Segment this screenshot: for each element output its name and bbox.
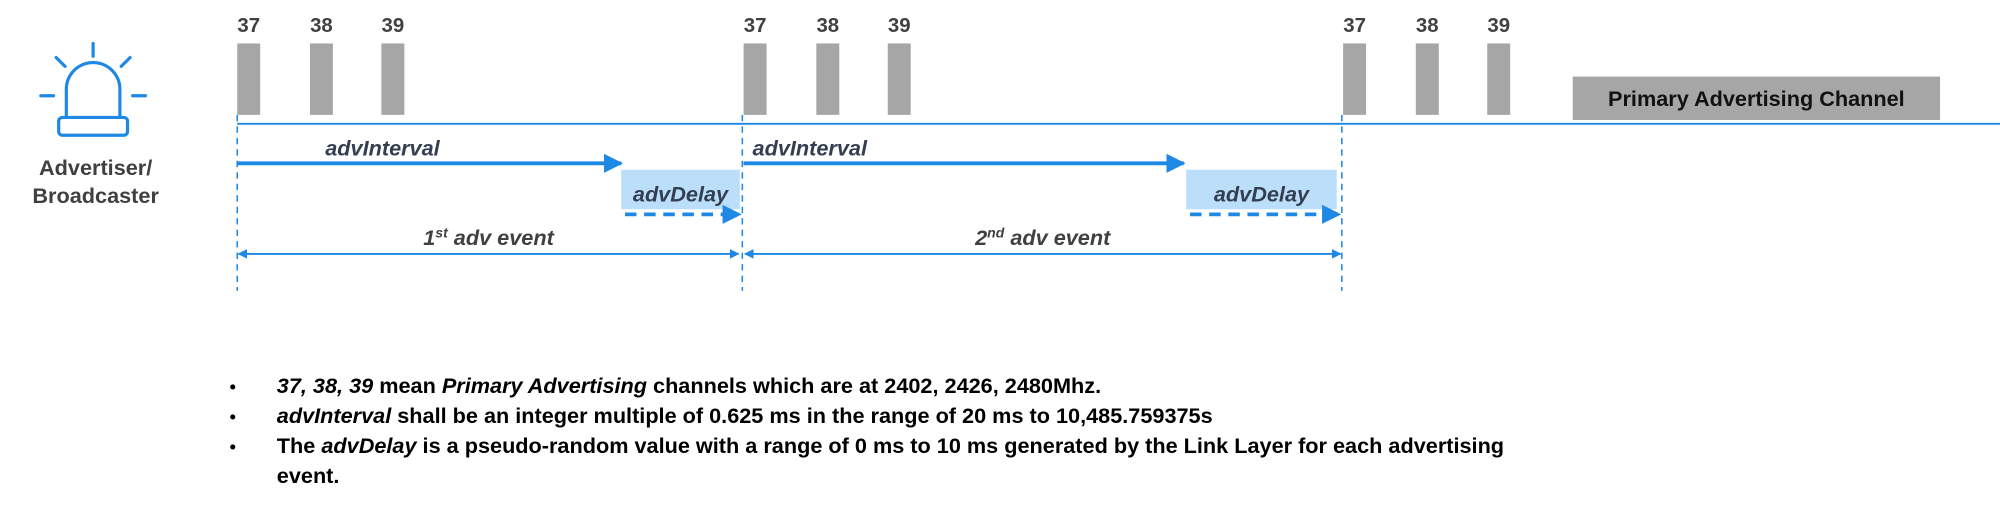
bullet-dot: • xyxy=(230,377,236,397)
event-number: 1 xyxy=(423,225,435,250)
primary-channel-box xyxy=(1572,76,1941,120)
channel-number: 37 xyxy=(744,15,767,37)
event-suffix: nd xyxy=(987,224,1005,240)
bullet-segment: channels which are at 2402, 2426, 2480Mh… xyxy=(647,373,1101,398)
channel-box xyxy=(1343,43,1367,115)
bullet-segment: event. xyxy=(277,463,340,488)
bullet-segment: The xyxy=(277,433,322,458)
advertiser-icon xyxy=(39,41,148,137)
channel-number: 38 xyxy=(1416,15,1439,37)
primary-channel-label: Primary Advertising Channel xyxy=(1608,86,1905,111)
bullet-dot: • xyxy=(230,437,236,457)
bullet-text: 37, 38, 39 mean Primary Advertising chan… xyxy=(277,373,1101,398)
channel-number: 38 xyxy=(310,15,333,37)
channel-number: 39 xyxy=(382,15,405,37)
channel-box xyxy=(816,43,840,115)
bullet-text: event. xyxy=(277,463,340,488)
channel-box xyxy=(743,43,767,115)
bullet-segment: is a pseudo-random value with a range of… xyxy=(417,433,1505,458)
adv-event-label: 1st adv event xyxy=(423,224,554,250)
channel-box xyxy=(381,43,405,115)
channel-box xyxy=(1415,43,1439,115)
advertiser-label: Advertiser/ xyxy=(39,155,152,180)
bullet-text: The advDelay is a pseudo-random value wi… xyxy=(277,433,1504,458)
event-number: 2 xyxy=(974,225,987,250)
bullet-text: advInterval shall be an integer multiple… xyxy=(277,403,1213,428)
bullet-segment: mean xyxy=(373,373,442,398)
channel-box xyxy=(237,43,261,115)
channel-number: 37 xyxy=(237,15,260,37)
adv-delay-box xyxy=(1186,169,1337,210)
channel-number: 39 xyxy=(1487,15,1510,37)
bullet-segment: shall be an integer multiple of 0.625 ms… xyxy=(391,403,1212,428)
adv-interval-label: advInterval xyxy=(325,136,440,161)
channel-number: 37 xyxy=(1343,15,1366,37)
advertiser-label: Broadcaster xyxy=(32,183,159,208)
adv-delay-label: advDelay xyxy=(633,182,729,207)
adv-delay-box xyxy=(621,169,740,210)
channel-number: 38 xyxy=(816,15,839,37)
event-text: adv event xyxy=(448,225,555,250)
bullet-segment: 37, 38, 39 xyxy=(277,373,373,398)
adv-interval-label: advInterval xyxy=(753,136,868,161)
event-suffix: st xyxy=(435,224,449,240)
channel-box xyxy=(887,43,911,115)
channel-box xyxy=(309,43,333,115)
adv-event-label: 2nd adv event xyxy=(974,224,1111,250)
channel-number: 39 xyxy=(888,15,911,37)
bullet-segment: advDelay xyxy=(321,433,417,458)
event-text: adv event xyxy=(1004,225,1111,250)
bullet-dot: • xyxy=(230,407,236,427)
channel-box xyxy=(1487,43,1511,115)
bullet-segment: advInterval xyxy=(277,403,392,428)
adv-delay-label: advDelay xyxy=(1214,182,1310,207)
bullet-segment: Primary Advertising xyxy=(442,373,647,398)
